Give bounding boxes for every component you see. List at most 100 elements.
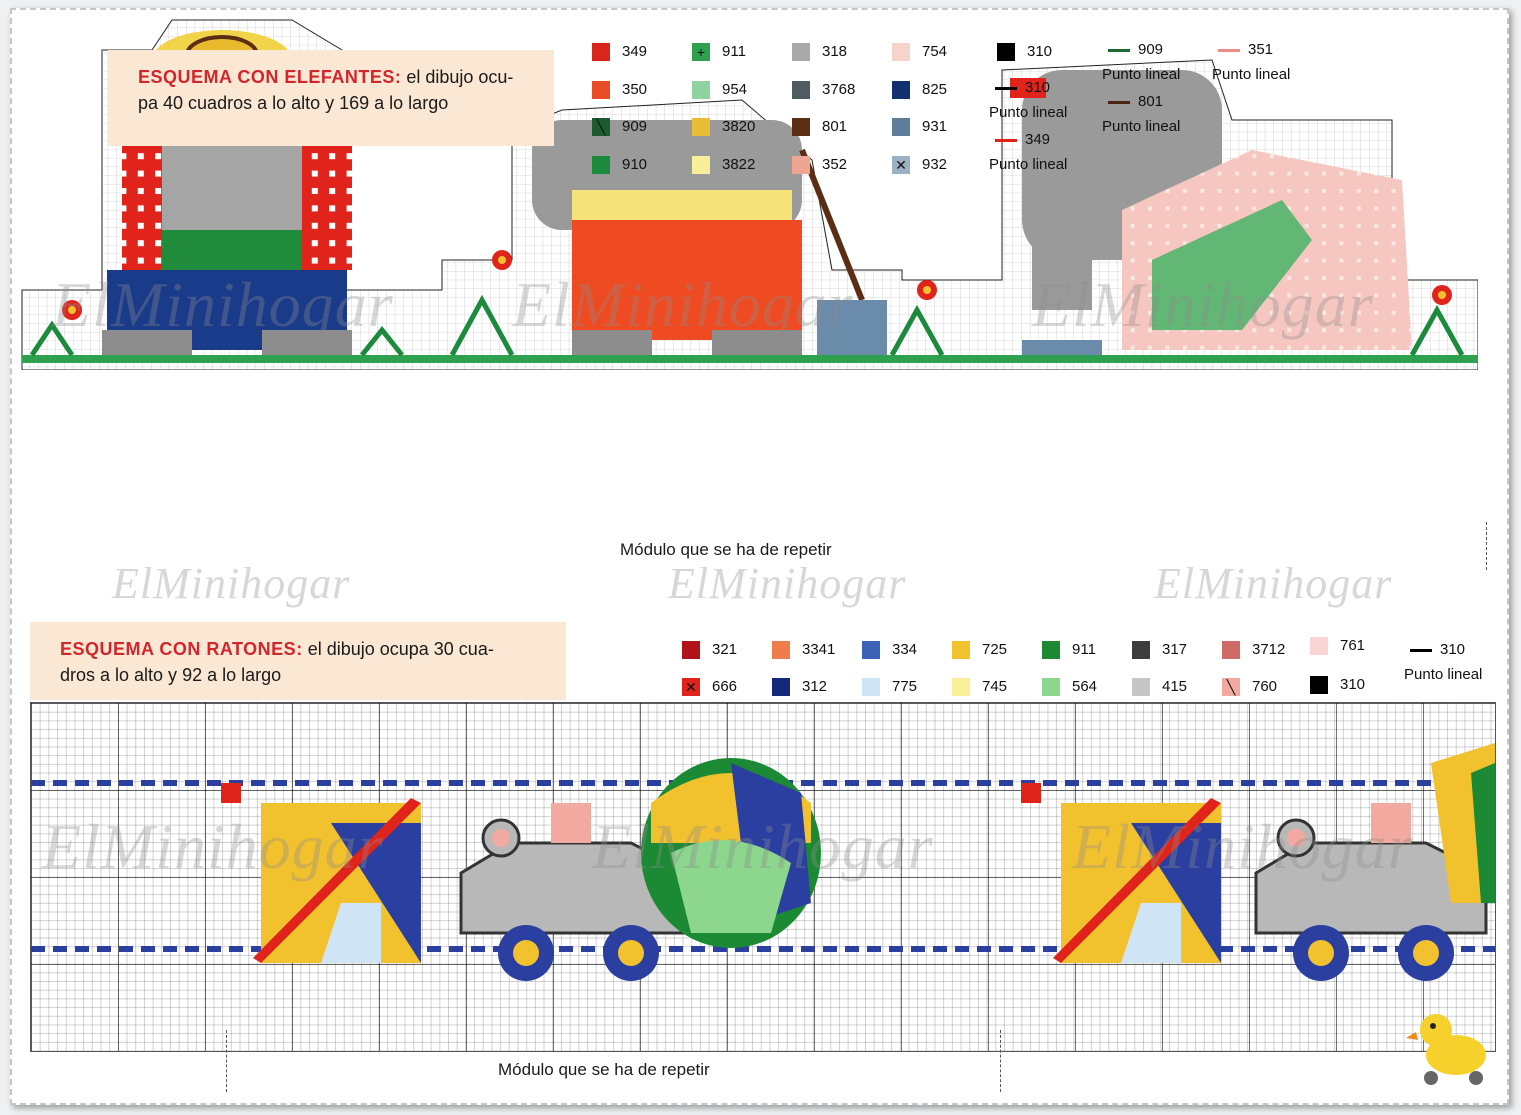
color-swatch (997, 43, 1015, 61)
elephant-title-line2: pa 40 cuadros a lo alto y 169 a lo largo (138, 93, 449, 113)
line-stitch-swatch (1108, 101, 1130, 104)
thread-code: 725 (982, 641, 1008, 658)
thread-code: 3768 (822, 80, 856, 98)
thread-code: 564 (1072, 678, 1098, 695)
color-swatch: + (692, 43, 710, 61)
thread-code: 321 (712, 641, 738, 658)
thread-code: 415 (1162, 678, 1188, 695)
thread-code: 910 (622, 155, 648, 173)
thread-code: 801 (1138, 93, 1164, 110)
mouse-repeat-start-marker (226, 1030, 227, 1092)
thread-code: 911 (1072, 641, 1096, 658)
thread-code: 351 (1248, 41, 1274, 58)
elephant-title-rest: el dibujo ocu- (401, 67, 514, 87)
stitch-note: Punto lineal (989, 104, 1068, 121)
color-swatch (892, 118, 910, 136)
thread-code: 334 (892, 641, 918, 658)
thread-code: 825 (922, 80, 948, 98)
color-swatch (952, 678, 970, 696)
color-swatch (1042, 678, 1060, 696)
flowers-and-grass (22, 250, 1478, 363)
color-swatch (792, 43, 810, 61)
elephant-pattern-title: ESQUEMA CON ELEFANTES: el dibujo ocu- pa… (108, 50, 554, 146)
thread-code: 352 (822, 155, 848, 173)
color-swatch (692, 155, 710, 174)
color-swatch (1222, 641, 1240, 659)
thread-code: 909 (1138, 41, 1164, 58)
elephant-repeat-marker (1486, 522, 1487, 570)
stitch-note: Punto lineal (1404, 666, 1483, 683)
color-swatch (1310, 637, 1328, 655)
line-stitch-swatch (1410, 649, 1432, 652)
color-swatch (862, 678, 880, 696)
color-swatch: ╲ (1222, 678, 1240, 696)
color-swatch (892, 43, 910, 61)
color-swatch (592, 43, 610, 61)
thread-code: 310 (1025, 79, 1051, 96)
elephant-cross-stitch-chart (21, 19, 1479, 371)
thread-code: 3712 (1252, 641, 1286, 658)
thread-code: 312 (802, 678, 828, 695)
thread-code: 349 (1025, 131, 1051, 148)
thread-code: 909 (622, 118, 648, 135)
color-swatch (772, 678, 790, 696)
toy-boat-motif-2 (1021, 783, 1221, 963)
thread-code: 3341 (802, 641, 836, 658)
line-stitch-swatch (995, 139, 1017, 142)
toy-mouse-car-motif-1 (459, 758, 821, 981)
elephant-repeat-caption: Módulo que se ha de repetir (620, 540, 832, 559)
thread-code: 931 (922, 118, 948, 135)
thread-code: 350 (622, 80, 648, 98)
stitch-note: Punto lineal (989, 156, 1068, 173)
mouse-title-highlight: ESQUEMA CON RATONES: (60, 639, 303, 659)
toy-mouse-car-motif-2 (1254, 743, 1495, 981)
thread-code: 954 (722, 80, 748, 98)
mouse-title-line2: dros a lo alto y 92 a lo largo (60, 665, 282, 685)
elephant-digging-figure (532, 120, 887, 360)
stitch-note: Punto lineal (1102, 118, 1181, 135)
thread-code: 3820 (722, 118, 756, 135)
thread-code: 760 (1252, 678, 1278, 695)
thread-code: 318 (822, 43, 848, 60)
mouse-repeat-caption: Módulo que se ha de repetir (498, 1060, 710, 1079)
line-stitch-swatch (1108, 49, 1130, 52)
watermark: ElMinihogar (1154, 559, 1393, 608)
color-swatch (952, 641, 970, 659)
thread-code: 745 (982, 678, 1008, 695)
color-swatch (1132, 641, 1150, 659)
stitch-note: Punto lineal (1102, 66, 1181, 83)
color-swatch (692, 118, 710, 136)
thread-code: 761 (1340, 637, 1366, 654)
color-swatch (792, 155, 810, 174)
color-swatch (792, 118, 810, 136)
color-swatch (892, 80, 910, 99)
color-swatch (1042, 641, 1060, 659)
thread-code: 775 (892, 678, 918, 695)
stitch-note: Punto lineal (1212, 66, 1291, 83)
thread-code: 310 (1340, 676, 1366, 693)
duck-logo-icon (1406, 1014, 1486, 1085)
color-swatch (1132, 678, 1150, 696)
mouse-title-rest: el dibujo ocupa 30 cua- (302, 639, 494, 659)
toy-boat-motif-1 (221, 783, 421, 963)
color-swatch (772, 641, 790, 659)
color-swatch: ✕ (682, 678, 700, 696)
thread-code: 3822 (722, 155, 756, 173)
thread-code: 317 (1162, 641, 1188, 658)
color-swatch (592, 155, 610, 174)
thread-code: 349 (622, 43, 648, 60)
thread-code: 932 (922, 155, 948, 173)
color-swatch (1310, 676, 1328, 694)
line-stitch-swatch (995, 87, 1017, 90)
mouse-repeat-end-marker (1000, 1030, 1001, 1092)
watermark: ElMinihogar (668, 559, 907, 608)
mouse-pattern-title: ESQUEMA CON RATONES: el dibujo ocupa 30 … (30, 622, 566, 700)
thread-code: 310 (1027, 43, 1053, 60)
color-swatch (862, 641, 880, 659)
color-swatch: ✕ (892, 155, 910, 174)
color-swatch (682, 641, 700, 659)
color-swatch (592, 80, 610, 99)
page-frame: ESQUEMA CON ELEFANTES: el dibujo ocu- pa… (10, 8, 1509, 1105)
color-swatch (792, 80, 810, 99)
line-stitch-swatch (1218, 49, 1240, 52)
